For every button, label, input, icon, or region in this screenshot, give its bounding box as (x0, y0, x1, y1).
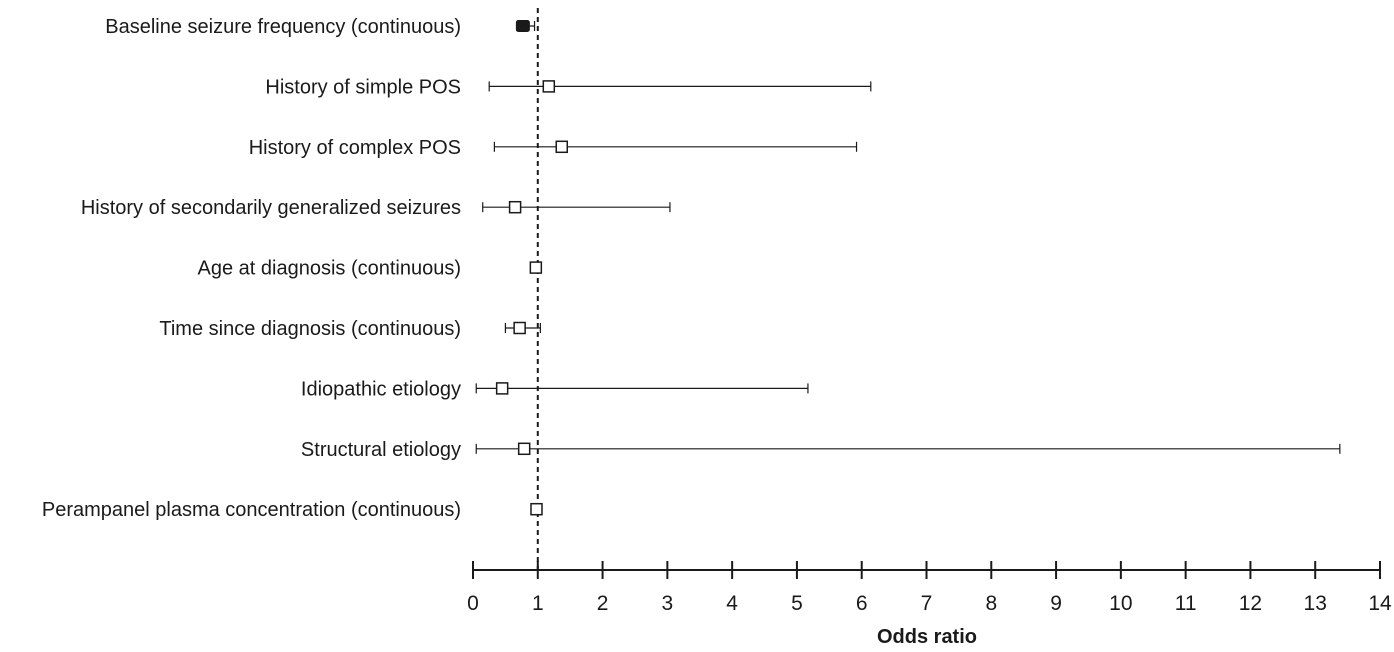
x-axis: 0 1 2 3 4 5 6 7 8 9 10 11 12 13 14 (467, 561, 1392, 615)
point-estimate-filled (515, 20, 530, 32)
x-tick-label: 0 (467, 592, 479, 615)
row-label: Perampanel plasma concentration (continu… (42, 499, 461, 521)
x-tick-label: 10 (1109, 592, 1132, 615)
point-estimate-open (517, 442, 531, 456)
forest-row: Structural etiology (301, 439, 1341, 461)
forest-row: Perampanel plasma concentration (continu… (42, 499, 543, 521)
row-label: Baseline seizure frequency (continuous) (105, 16, 461, 38)
point-estimate-open (513, 321, 526, 335)
x-tick-label: 8 (985, 592, 997, 615)
x-tick-label: 2 (597, 592, 609, 615)
forest-row: Idiopathic etiology (301, 378, 809, 400)
x-tick-label: 4 (726, 592, 738, 615)
forest-row: Time since diagnosis (continuous) (159, 318, 541, 340)
x-tick-label: 12 (1239, 592, 1262, 615)
point-estimate-open (542, 80, 556, 93)
x-tick-label: 5 (791, 592, 803, 615)
forest-row: History of complex POS (249, 137, 858, 159)
forest-row: Age at diagnosis (continuous) (198, 258, 543, 280)
x-tick-label: 13 (1304, 592, 1327, 615)
x-tick-label: 11 (1175, 592, 1197, 615)
forest-row: Baseline seizure frequency (continuous) (105, 16, 536, 38)
point-estimate-open (555, 140, 569, 154)
x-tick-label: 9 (1050, 592, 1062, 615)
row-label: History of simple POS (265, 76, 461, 98)
x-axis-title: Odds ratio (877, 626, 977, 648)
point-estimate-open (508, 200, 522, 214)
x-tick-label: 6 (856, 592, 868, 615)
row-label: Age at diagnosis (continuous) (198, 258, 462, 280)
x-tick-label: 1 (532, 592, 544, 615)
forest-row: History of simple POS (265, 76, 872, 98)
row-label: Structural etiology (301, 439, 461, 461)
x-tick-label: 14 (1368, 592, 1392, 615)
forest-rows: Baseline seizure frequency (continuous) H… (42, 16, 1341, 521)
x-tick-label: 7 (921, 592, 933, 615)
row-label: Time since diagnosis (continuous) (159, 318, 461, 340)
row-label: History of secondarily generalized seizu… (81, 197, 461, 219)
forest-row: History of secondarily generalized seizu… (81, 197, 671, 219)
point-estimate-open (529, 261, 543, 274)
point-estimate-open (495, 382, 509, 395)
row-label: History of complex POS (249, 137, 461, 159)
x-tick-label: 3 (662, 592, 674, 615)
point-estimate-open (530, 502, 543, 516)
row-label: Idiopathic etiology (301, 378, 461, 400)
